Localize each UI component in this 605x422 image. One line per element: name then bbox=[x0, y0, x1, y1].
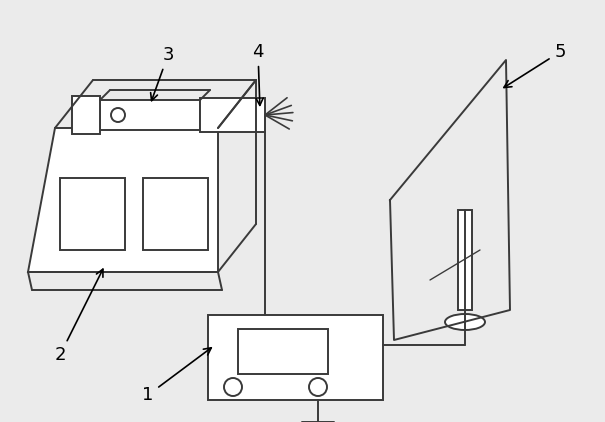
Bar bbox=[208, 315, 383, 400]
Circle shape bbox=[224, 378, 242, 396]
Text: 4: 4 bbox=[252, 43, 264, 106]
Bar bbox=[72, 96, 100, 134]
Bar bbox=[458, 210, 472, 310]
Polygon shape bbox=[28, 128, 218, 272]
Circle shape bbox=[309, 378, 327, 396]
Circle shape bbox=[111, 108, 125, 122]
Text: 1: 1 bbox=[142, 348, 211, 404]
Bar bbox=[200, 98, 265, 132]
Bar bbox=[100, 100, 200, 130]
Text: 2: 2 bbox=[54, 269, 103, 364]
Text: 3: 3 bbox=[151, 46, 174, 100]
Bar bbox=[143, 178, 208, 250]
Text: 5: 5 bbox=[504, 43, 566, 87]
Bar bbox=[238, 329, 328, 374]
Bar bbox=[60, 178, 125, 250]
Ellipse shape bbox=[445, 314, 485, 330]
